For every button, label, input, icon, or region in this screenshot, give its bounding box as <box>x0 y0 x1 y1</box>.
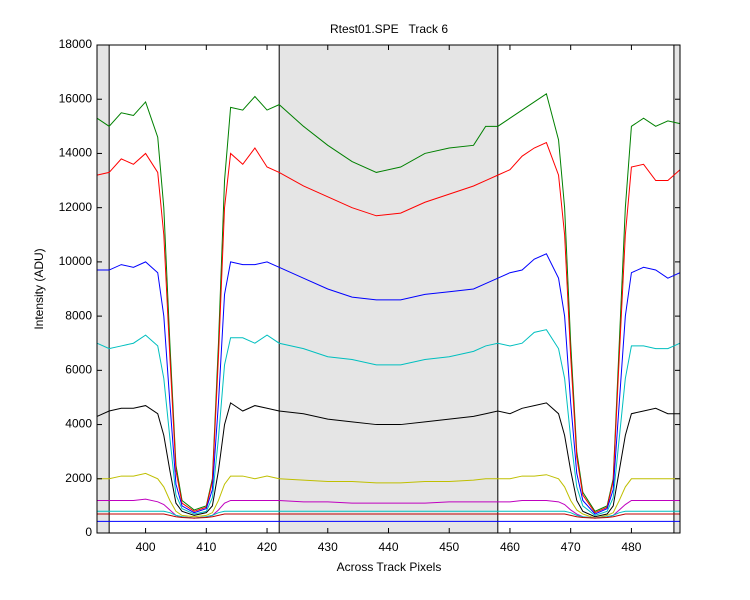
y-tick-label: 6000 <box>65 363 92 377</box>
x-tick-label: 420 <box>257 540 277 554</box>
series-line <box>97 472 680 519</box>
y-tick-label: 12000 <box>59 200 93 214</box>
y-axis-label: Intensity (ADU) <box>32 248 46 329</box>
y-tick-label: 4000 <box>65 417 92 431</box>
y-tick-label: 10000 <box>59 254 93 268</box>
series-line <box>97 253 681 515</box>
shaded-region <box>97 45 110 533</box>
shaded-region <box>279 45 498 533</box>
y-tick-label: 18000 <box>59 37 93 51</box>
series-line <box>97 510 680 519</box>
series-line <box>96 329 681 516</box>
shaded-region <box>673 45 680 533</box>
x-tick-label: 480 <box>621 540 641 554</box>
y-tick-label: 0 <box>85 525 92 539</box>
x-tick-label: 400 <box>136 540 156 554</box>
series-line <box>97 513 680 519</box>
x-tick-label: 440 <box>378 540 398 554</box>
series-line <box>96 402 680 518</box>
y-tick-label: 8000 <box>65 308 92 322</box>
x-tick-label: 460 <box>500 540 520 554</box>
x-tick-label: 410 <box>196 540 216 554</box>
x-tick-label: 430 <box>318 540 338 554</box>
y-tick-label: 16000 <box>59 91 93 105</box>
chart-title: Rtest01.SPE Track 6 <box>330 22 448 36</box>
x-tick-label: 470 <box>561 540 581 554</box>
plot-area: 400 410 420 430 440 450 460 470 480 0 2000 4000 6000… <box>59 37 681 554</box>
y-tick-label: 14000 <box>59 146 93 160</box>
x-tick-label: 450 <box>439 540 459 554</box>
x-axis-label: Across Track Pixels <box>337 560 442 574</box>
y-tick-label: 2000 <box>65 471 92 485</box>
